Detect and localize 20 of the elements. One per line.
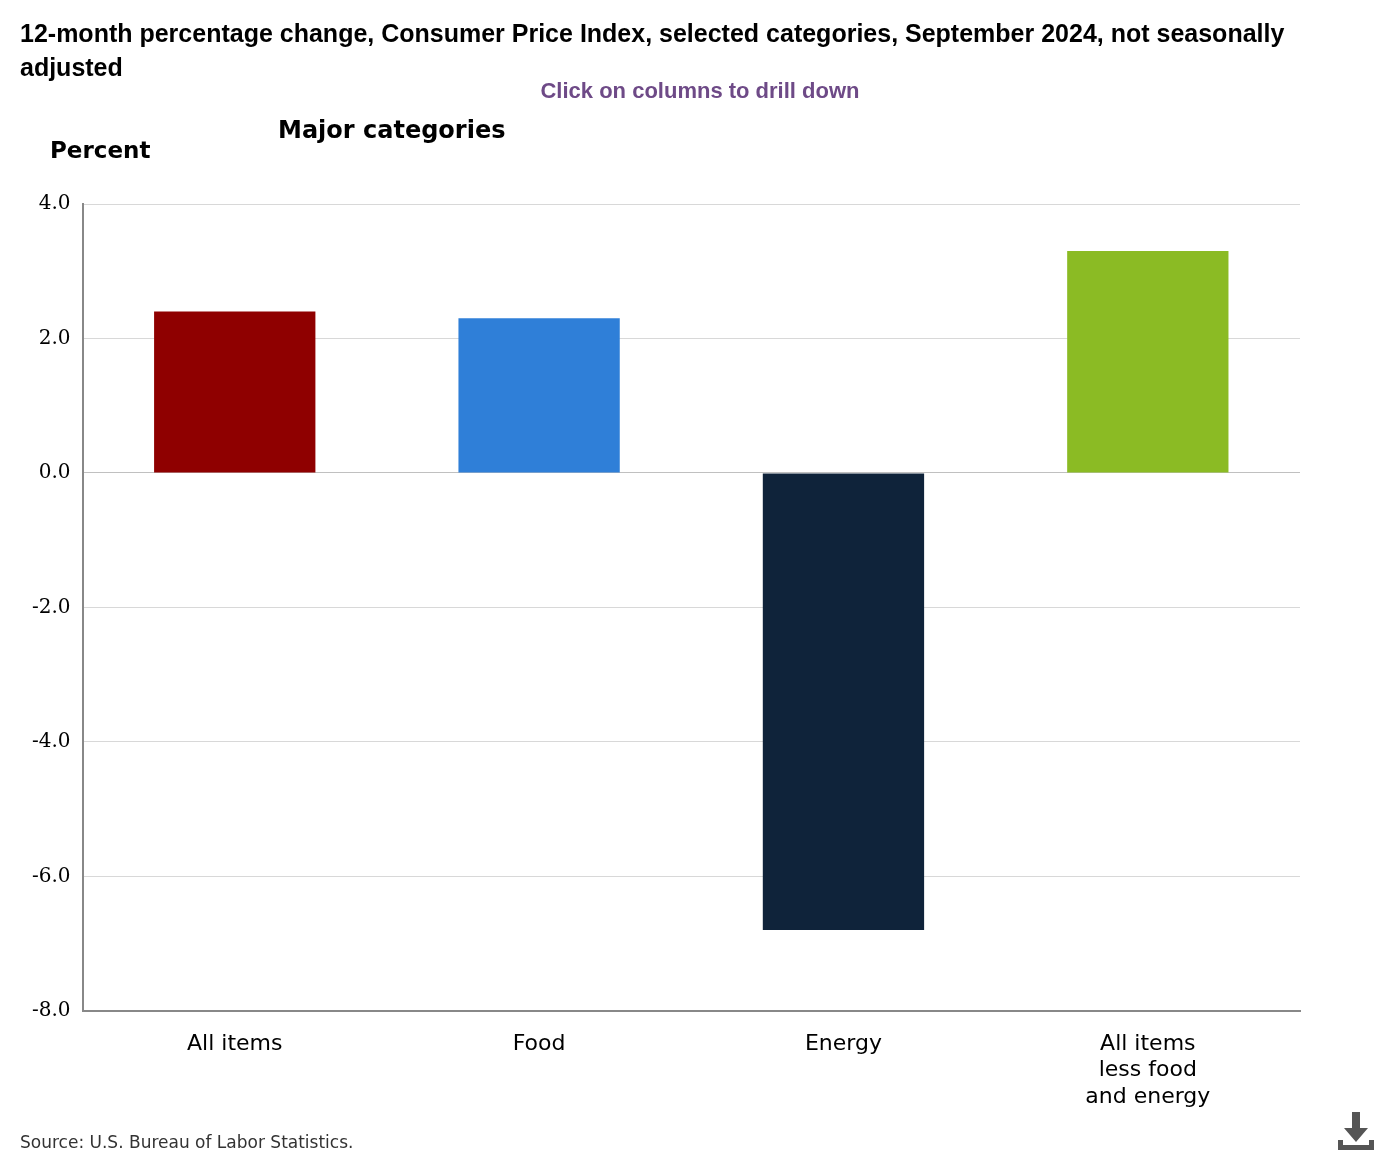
- y-axis-title: Percent: [50, 137, 151, 163]
- bar: [458, 318, 620, 473]
- y-tick-label: 4.0: [38, 190, 71, 215]
- y-tick-label: -4.0: [31, 728, 71, 753]
- chart-subtitle: Major categories: [278, 116, 506, 144]
- y-tick-label: -2.0: [31, 593, 71, 618]
- x-tick-label: Food: [512, 1029, 566, 1055]
- chart-title: 12-month percentage change, Consumer Price Index, selected categories, September 2024, not seasonally adjusted: [20, 19, 1285, 81]
- x-tick-label: All items: [187, 1029, 283, 1055]
- text: Click on columns to drill down: [540, 78, 860, 103]
- y-tick-label: -8.0: [31, 997, 71, 1021]
- y-tick-label: 0.0: [38, 459, 71, 484]
- bar: [154, 311, 316, 473]
- x-tick-label: All items less food and energy: [1085, 1029, 1211, 1108]
- x-tick-label: Energy: [804, 1029, 882, 1055]
- source-note: Source: U.S. Bureau of Labor Statistics.: [20, 1132, 354, 1152]
- y-tick-label: -6.0: [31, 862, 71, 887]
- y-tick-label: 2.0: [38, 324, 71, 349]
- bar: [762, 473, 925, 931]
- bar: [1067, 251, 1229, 473]
